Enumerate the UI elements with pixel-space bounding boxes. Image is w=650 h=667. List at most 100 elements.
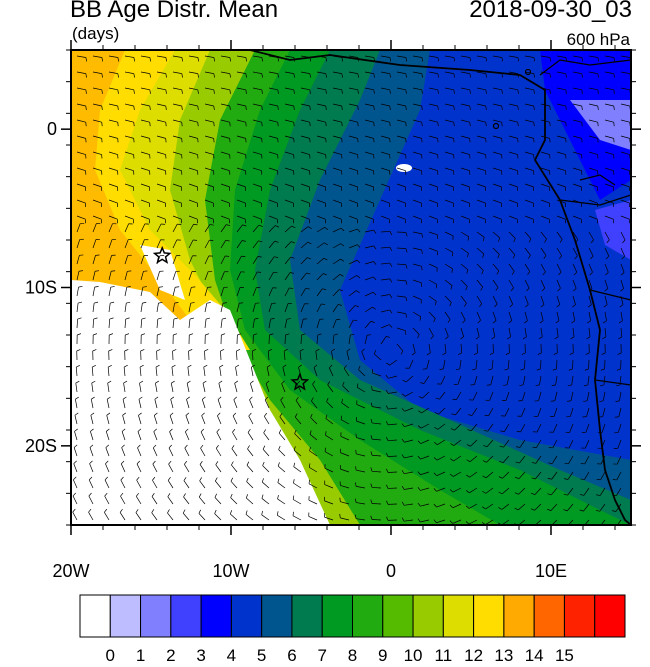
wind-barb (124, 167, 134, 172)
wind-barb (76, 215, 86, 220)
wind-barb (604, 55, 614, 58)
plot-title: BB Age Distr. Mean (70, 0, 279, 23)
wind-barb (404, 391, 414, 397)
wind-barb (252, 151, 262, 155)
wind-barb-flag (339, 274, 344, 277)
wind-barb (340, 419, 350, 425)
wind-barb (265, 383, 270, 393)
wind-barb-flag (197, 73, 199, 78)
wind-barb-flag (361, 348, 365, 352)
wind-barb (485, 503, 494, 510)
wind-barb-flag (171, 364, 176, 368)
wind-barb-flag (508, 320, 512, 324)
wind-barb-flag (558, 255, 562, 260)
wind-barb-flag (580, 478, 585, 481)
wind-barb (584, 455, 590, 465)
wind-barb-flag (401, 470, 405, 474)
wind-barb-flag (618, 320, 623, 324)
wind-barb-flag (89, 444, 94, 448)
wind-barb (518, 487, 526, 495)
wind-barb-flag (581, 89, 583, 94)
wind-barb-flag (230, 493, 233, 498)
wind-barb-flag (215, 477, 218, 482)
wind-barb (412, 279, 422, 284)
wind-barb (524, 231, 532, 240)
wind-barb (508, 55, 518, 58)
wind-barb (188, 167, 198, 172)
wind-barb (588, 311, 592, 321)
wind-barb (616, 519, 622, 525)
wind-barb-flag (257, 256, 262, 258)
wind-barb-flag (451, 413, 456, 416)
wind-barb (283, 351, 286, 361)
wind-barb-flag (333, 333, 338, 336)
wind-barb (236, 255, 242, 265)
wind-barb (460, 167, 470, 172)
wind-barb-flag (386, 500, 389, 505)
wind-barb-flag (370, 467, 373, 472)
wind-barb-flag (92, 349, 97, 352)
wind-barb (396, 199, 406, 204)
wind-barb-flag (485, 105, 487, 111)
wind-barb (444, 295, 452, 303)
wind-barb-flag (309, 446, 311, 451)
wind-barb-flag (389, 105, 391, 111)
wind-barb (460, 327, 464, 337)
colorbar-swatch (109, 594, 142, 638)
wind-barb (135, 512, 142, 521)
lat-tick-label: 20S (25, 436, 57, 456)
wind-barb (170, 383, 174, 393)
wind-barb (550, 487, 558, 496)
wind-barb (476, 311, 481, 321)
wind-barb (444, 167, 454, 172)
wind-barb-flag (206, 302, 211, 304)
wind-barb (204, 271, 209, 281)
wind-barb-flag (325, 431, 327, 436)
wind-barb-flag (599, 400, 604, 402)
wind-barb (421, 407, 430, 414)
wind-barb (268, 303, 273, 313)
wind-barb (185, 431, 190, 441)
wind-barb-flag (385, 389, 389, 394)
wind-barb (76, 119, 86, 123)
wind-barb (444, 71, 454, 74)
wind-barb (620, 183, 630, 188)
wind-barb-flag (120, 476, 124, 481)
wind-barb (556, 231, 563, 240)
wind-barb (476, 343, 478, 354)
wind-barb (599, 503, 606, 512)
wind-barb (108, 199, 118, 204)
wind-barb (620, 279, 624, 289)
wind-barb (140, 71, 150, 74)
wind-barb-flag (233, 396, 238, 400)
wind-barb-flag (117, 73, 119, 78)
wind-barb (92, 71, 102, 74)
wind-barb (396, 247, 407, 249)
wind-barb (585, 423, 590, 433)
wind-barb-flag (283, 348, 288, 352)
wind-barb-flag (185, 412, 190, 416)
wind-barb (313, 367, 318, 377)
wind-barb-flag (323, 257, 328, 261)
wind-barb (620, 135, 630, 139)
wind-barb (217, 399, 222, 409)
wind-barb-flag (587, 320, 591, 324)
wind-barb (364, 291, 374, 297)
wind-barb (584, 439, 590, 449)
wind-barb (437, 439, 446, 445)
wind-barb (262, 448, 270, 457)
wind-barb-flag (258, 240, 263, 243)
wind-barb (172, 135, 182, 139)
wind-barb (300, 87, 310, 91)
wind-barb (524, 71, 534, 74)
wind-barb-flag (341, 73, 343, 78)
wind-barb (476, 215, 486, 220)
wind-barb (348, 275, 357, 281)
wind-barb-flag (482, 460, 487, 463)
wind-barb-flag (140, 349, 145, 352)
wind-barb-flag (533, 89, 535, 94)
wind-barb-flag (477, 319, 481, 324)
wind-barb-flag (437, 105, 439, 111)
wind-barb (387, 471, 398, 473)
wind-barb (340, 452, 350, 457)
